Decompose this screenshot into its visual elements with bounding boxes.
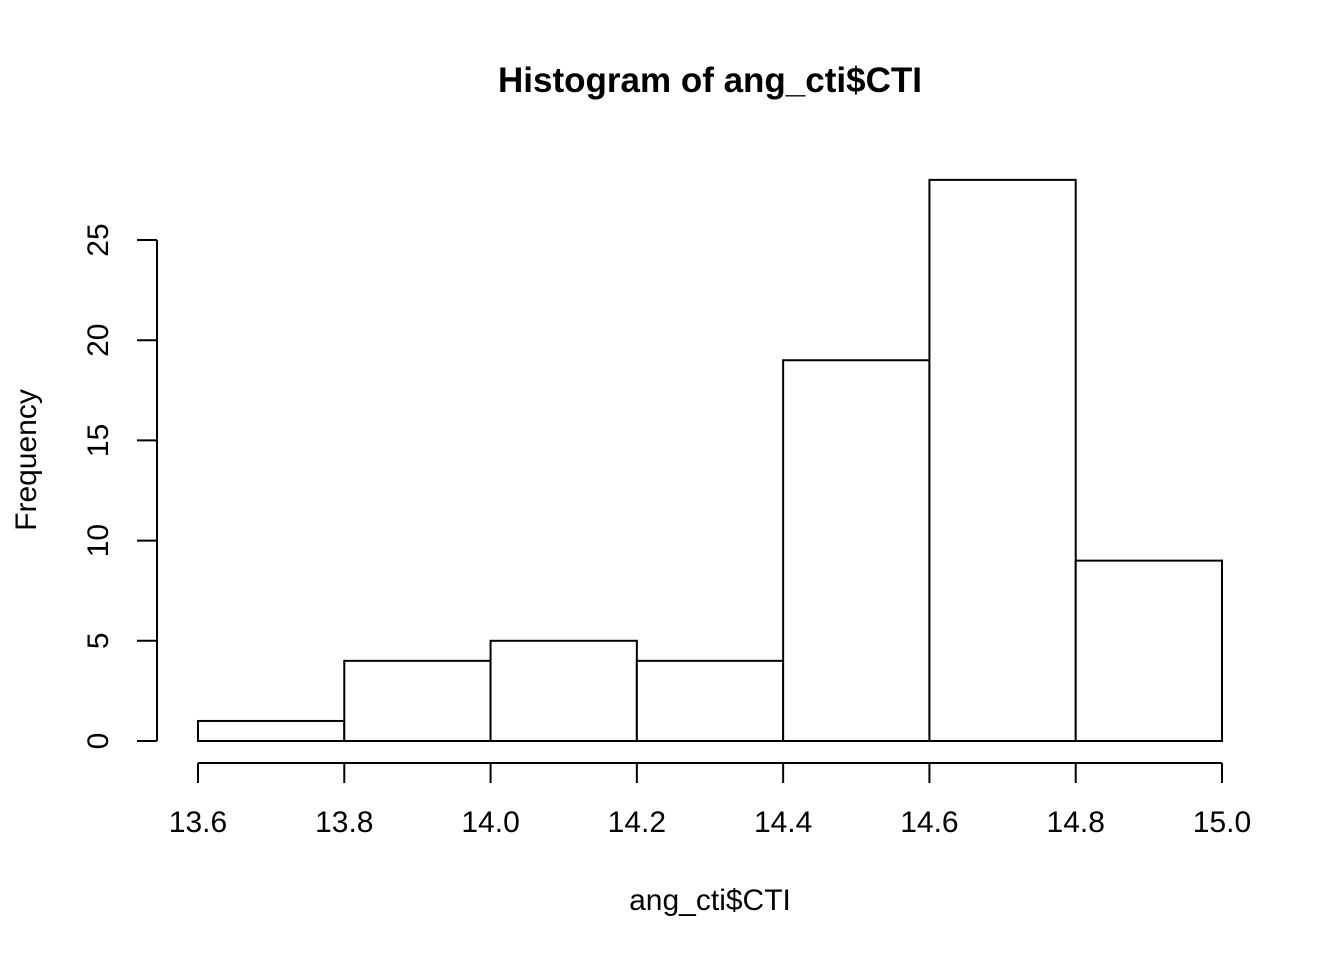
y-axis: 0 5 10 15 20 25 bbox=[82, 223, 158, 750]
histogram-bar bbox=[1074, 559, 1223, 743]
x-tick-label: 14.0 bbox=[461, 806, 519, 839]
y-tick-label: 15 bbox=[82, 424, 115, 457]
x-tick-label: 14.8 bbox=[1047, 806, 1105, 839]
y-tick-label: 20 bbox=[82, 324, 115, 357]
x-tick-label: 14.6 bbox=[900, 806, 958, 839]
histogram-bar bbox=[635, 659, 785, 743]
x-axis: 13.6 13.8 14.0 14.2 14.4 14.6 14.8 15.0 bbox=[169, 762, 1251, 839]
histogram-bar bbox=[489, 639, 638, 742]
chart-title: Histogram of ang_cti$CTI bbox=[498, 61, 922, 100]
histogram-bar bbox=[782, 359, 931, 742]
histogram-bar bbox=[928, 178, 1077, 742]
y-tick-label: 10 bbox=[82, 524, 115, 557]
x-tick-label: 15.0 bbox=[1193, 806, 1251, 839]
x-tick-label: 14.4 bbox=[754, 806, 812, 839]
y-tick-label: 25 bbox=[82, 223, 115, 256]
histogram-bar bbox=[197, 719, 346, 743]
x-tick-label: 13.8 bbox=[315, 806, 373, 839]
x-axis-label: ang_cti$CTI bbox=[629, 884, 791, 917]
bars-group bbox=[197, 178, 1223, 743]
y-tick-label: 0 bbox=[82, 733, 115, 750]
histogram-bar bbox=[343, 659, 492, 743]
x-tick-label: 13.6 bbox=[169, 806, 227, 839]
y-axis-label: Frequency bbox=[10, 389, 43, 531]
y-tick-label: 5 bbox=[82, 632, 115, 649]
x-tick-label: 14.2 bbox=[608, 806, 666, 839]
